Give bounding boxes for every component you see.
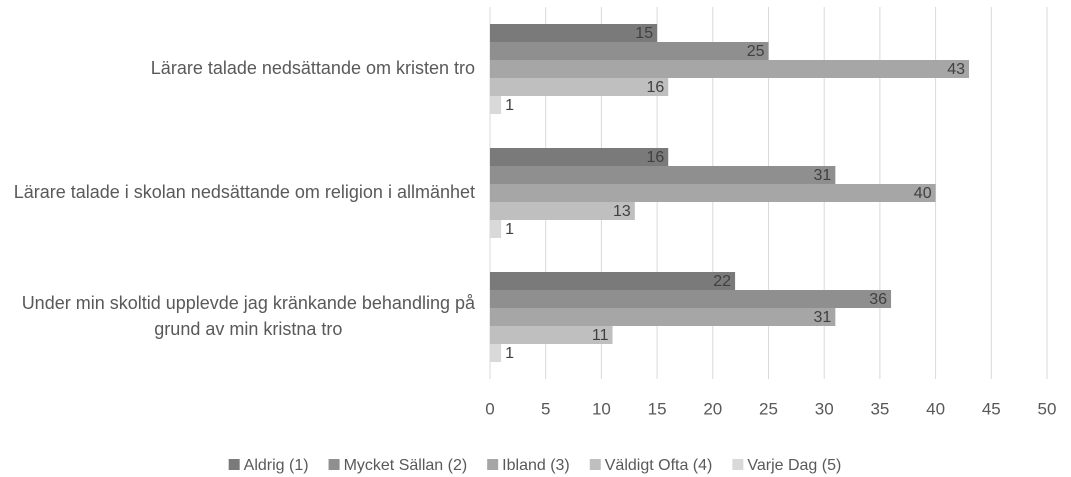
- bar: [490, 326, 613, 344]
- x-tick-label: 10: [592, 399, 611, 418]
- category-label: Under min skoltid upplevde jag kränkande…: [22, 293, 476, 339]
- legend-label: Aldrig (1): [244, 457, 309, 474]
- legend-swatch: [732, 459, 744, 470]
- x-tick-label: 25: [759, 399, 778, 418]
- category-label: Lärare talade i skolan nedsättande om re…: [14, 182, 475, 202]
- bar: [490, 78, 669, 96]
- bar: [490, 166, 836, 184]
- x-tick-label: 50: [1038, 399, 1057, 418]
- bar: [490, 96, 502, 114]
- legend-item: Aldrig (1): [228, 457, 309, 474]
- x-tick-label: 20: [703, 399, 722, 418]
- x-tick-label: 40: [926, 399, 945, 418]
- legend-item: Varje Dag (5): [732, 457, 841, 474]
- x-tick-label: 0: [485, 399, 494, 418]
- legend-item: Mycket Sällan (2): [328, 457, 468, 474]
- value-label: 15: [635, 25, 653, 42]
- value-label: 11: [592, 327, 609, 344]
- bar: [490, 308, 836, 326]
- x-tick-label: 15: [648, 399, 667, 418]
- value-label: 31: [814, 167, 832, 184]
- bar: [490, 344, 502, 362]
- bar: [490, 290, 892, 308]
- value-label: 16: [646, 149, 664, 166]
- bar: [490, 272, 736, 290]
- value-label: 1: [505, 97, 514, 114]
- legend-swatch: [487, 459, 499, 470]
- value-label: 40: [914, 185, 932, 202]
- x-tick-label: 30: [815, 399, 834, 418]
- legend-label: Varje Dag (5): [747, 457, 841, 474]
- bar: [490, 202, 635, 220]
- value-label: 36: [869, 291, 887, 308]
- legend-label: Väldigt Ofta (4): [605, 457, 713, 474]
- value-label: 22: [713, 273, 731, 290]
- legend-item: Väldigt Ofta (4): [589, 457, 713, 474]
- legend-swatch: [228, 459, 240, 470]
- bar: [490, 148, 669, 166]
- bar: [490, 60, 970, 78]
- x-tick-label: 35: [870, 399, 889, 418]
- bar: [490, 24, 658, 42]
- value-label: 25: [747, 43, 765, 60]
- bar: [490, 220, 502, 238]
- legend-label: Ibland (3): [502, 457, 570, 474]
- legend-swatch: [328, 459, 340, 470]
- x-tick-label: 45: [982, 399, 1001, 418]
- legend-swatch: [589, 459, 601, 470]
- legend-label: Mycket Sällan (2): [344, 457, 468, 474]
- value-label: 16: [646, 79, 664, 96]
- bar: [490, 42, 769, 60]
- value-label: 43: [947, 61, 965, 78]
- value-label: 1: [505, 221, 514, 238]
- x-tick-label: 5: [541, 399, 550, 418]
- value-label: 31: [814, 309, 832, 326]
- bar: [490, 184, 936, 202]
- legend-item: Ibland (3): [487, 457, 570, 474]
- value-label: 1: [505, 345, 514, 362]
- category-label: Lärare talade nedsättande om kristen tro: [151, 58, 475, 78]
- value-label: 13: [613, 203, 631, 220]
